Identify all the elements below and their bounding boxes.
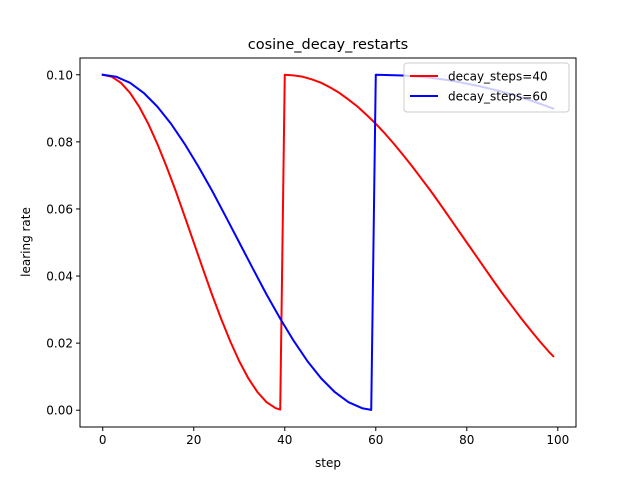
x-tick-label: 20 [186, 433, 201, 447]
plot-frame [79, 57, 577, 428]
legend-label-1: decay_steps=40 [448, 70, 548, 84]
series-line-1 [101, 73, 555, 411]
x-tick-label: 0 [99, 433, 107, 447]
legend: decay_steps=40 decay_steps=60 [403, 62, 570, 113]
y-tick-label: 0.04 [46, 270, 73, 284]
y-tick-label: 0.02 [46, 337, 73, 351]
y-tick-label: 0.08 [46, 135, 73, 149]
y-axis-label: learing rate [19, 207, 33, 277]
legend-box [403, 62, 570, 113]
y-axis-ticks: 0.00 0.02 0.04 0.06 0.08 0.10 [46, 68, 80, 418]
chart-title: cosine_decay_restarts [248, 37, 409, 53]
x-tick-label: 100 [546, 433, 569, 447]
x-axis-ticks: 0 20 40 60 80 100 [99, 427, 569, 447]
x-tick-label: 60 [368, 433, 383, 447]
y-tick-label: 0.10 [46, 68, 73, 82]
y-tick-label: 0.06 [46, 202, 73, 216]
x-tick-label: 80 [459, 433, 474, 447]
y-tick-label: 0.00 [46, 404, 73, 418]
legend-label-2: decay_steps=60 [448, 90, 548, 104]
x-axis-label: step [315, 456, 341, 470]
x-tick-label: 40 [277, 433, 292, 447]
